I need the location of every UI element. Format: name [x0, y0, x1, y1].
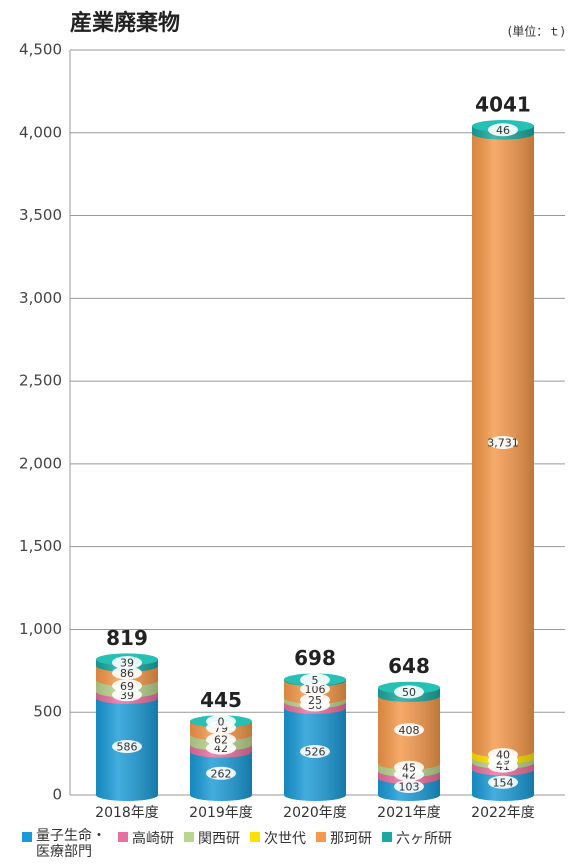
legend-swatch	[184, 832, 194, 842]
y-tick-label: 4,500	[19, 41, 62, 59]
label-bg	[112, 739, 142, 753]
data-label: 5	[312, 674, 319, 687]
label-bg	[488, 775, 518, 789]
label-bg	[112, 688, 142, 702]
y-tick-label: 500	[33, 703, 62, 721]
y-tick-label: 1,500	[19, 537, 62, 555]
total-label: 698	[294, 646, 336, 670]
y-tick-label: 1,000	[19, 620, 62, 638]
label-bg	[206, 733, 236, 747]
y-tick-label: 3,000	[19, 289, 62, 307]
legend-label: 次世代	[264, 831, 306, 847]
data-label: 106	[305, 683, 326, 696]
data-label: 408	[399, 724, 420, 737]
data-label: 3,731	[487, 436, 519, 449]
label-bg	[300, 744, 330, 758]
x-tick-label: 2022年度	[471, 805, 535, 821]
total-label: 648	[388, 654, 430, 678]
label-bg	[488, 123, 518, 137]
data-label: 0	[218, 715, 225, 728]
legend-swatch	[22, 832, 32, 842]
label-bg	[488, 435, 518, 449]
data-label: 262	[211, 767, 232, 780]
data-label: 25	[308, 694, 322, 707]
y-tick-label: 3,500	[19, 206, 62, 224]
label-bg	[394, 723, 424, 737]
label-bg	[206, 714, 236, 728]
x-tick-label: 2020年度	[283, 805, 347, 821]
y-tick-label: 2,500	[19, 372, 62, 390]
data-label: 45	[402, 761, 416, 774]
label-bg	[206, 766, 236, 780]
legend-item: 六ヶ所研	[382, 828, 452, 860]
legend: 量子生命・医療部門 高崎研 関西研 次世代 那珂研 六ヶ所研	[22, 828, 567, 860]
y-tick-label: 0	[52, 786, 62, 804]
label-bg	[112, 679, 142, 693]
data-label: 154	[493, 776, 514, 789]
x-tick-label: 2018年度	[95, 805, 159, 821]
total-label: 445	[200, 688, 242, 712]
data-label: 39	[120, 657, 134, 670]
legend-item: 量子生命・医療部門	[22, 828, 108, 860]
legend-item: 関西研	[184, 828, 240, 860]
legend-item: 那珂研	[316, 828, 372, 860]
label-bg	[488, 748, 518, 762]
bar-shade	[284, 679, 346, 801]
label-bg	[300, 693, 330, 707]
unit-label: (単位：ｔ)	[508, 24, 565, 39]
data-label: 46	[496, 124, 510, 137]
chart-title: 産業廃棄物	[70, 10, 180, 36]
legend-label: 六ヶ所研	[396, 831, 452, 847]
label-bg	[394, 685, 424, 699]
label-bg	[300, 673, 330, 687]
label-bg	[394, 760, 424, 774]
bar-shade	[190, 721, 252, 801]
label-bg	[300, 682, 330, 696]
legend-swatch	[118, 832, 128, 842]
legend-swatch	[250, 832, 260, 842]
legend-label: 那珂研	[330, 831, 372, 847]
legend-item: 高崎研	[118, 828, 174, 860]
data-label: 62	[214, 734, 228, 747]
legend-label: 量子生命・医療部門	[36, 828, 106, 860]
total-label: 4041	[475, 92, 531, 116]
label-bg	[394, 779, 424, 793]
bar-shade	[378, 687, 440, 801]
y-tick-label: 4,000	[19, 123, 62, 141]
legend-label: 高崎研	[132, 831, 174, 847]
data-label: 69	[120, 680, 134, 693]
bar-shade	[472, 125, 534, 801]
y-tick-label: 2,000	[19, 454, 62, 472]
data-label: 526	[305, 745, 326, 758]
legend-swatch	[316, 832, 326, 842]
x-tick-label: 2019年度	[189, 805, 253, 821]
label-bg	[112, 656, 142, 670]
legend-item: 次世代	[250, 828, 306, 860]
label-bg	[112, 666, 142, 680]
legend-swatch	[382, 832, 392, 842]
bar-shade	[96, 659, 158, 801]
chart: 産業廃棄物 (単位：ｔ) 05001,0001,5002,0002,5003,0…	[19, 10, 565, 821]
x-tick-label: 2021年度	[377, 805, 441, 821]
data-label: 40	[496, 749, 510, 762]
total-label: 819	[106, 626, 148, 650]
data-label: 86	[120, 667, 134, 680]
legend-label: 関西研	[198, 831, 240, 847]
data-label: 103	[399, 780, 420, 793]
data-label: 586	[117, 740, 138, 753]
data-label: 50	[402, 686, 416, 699]
